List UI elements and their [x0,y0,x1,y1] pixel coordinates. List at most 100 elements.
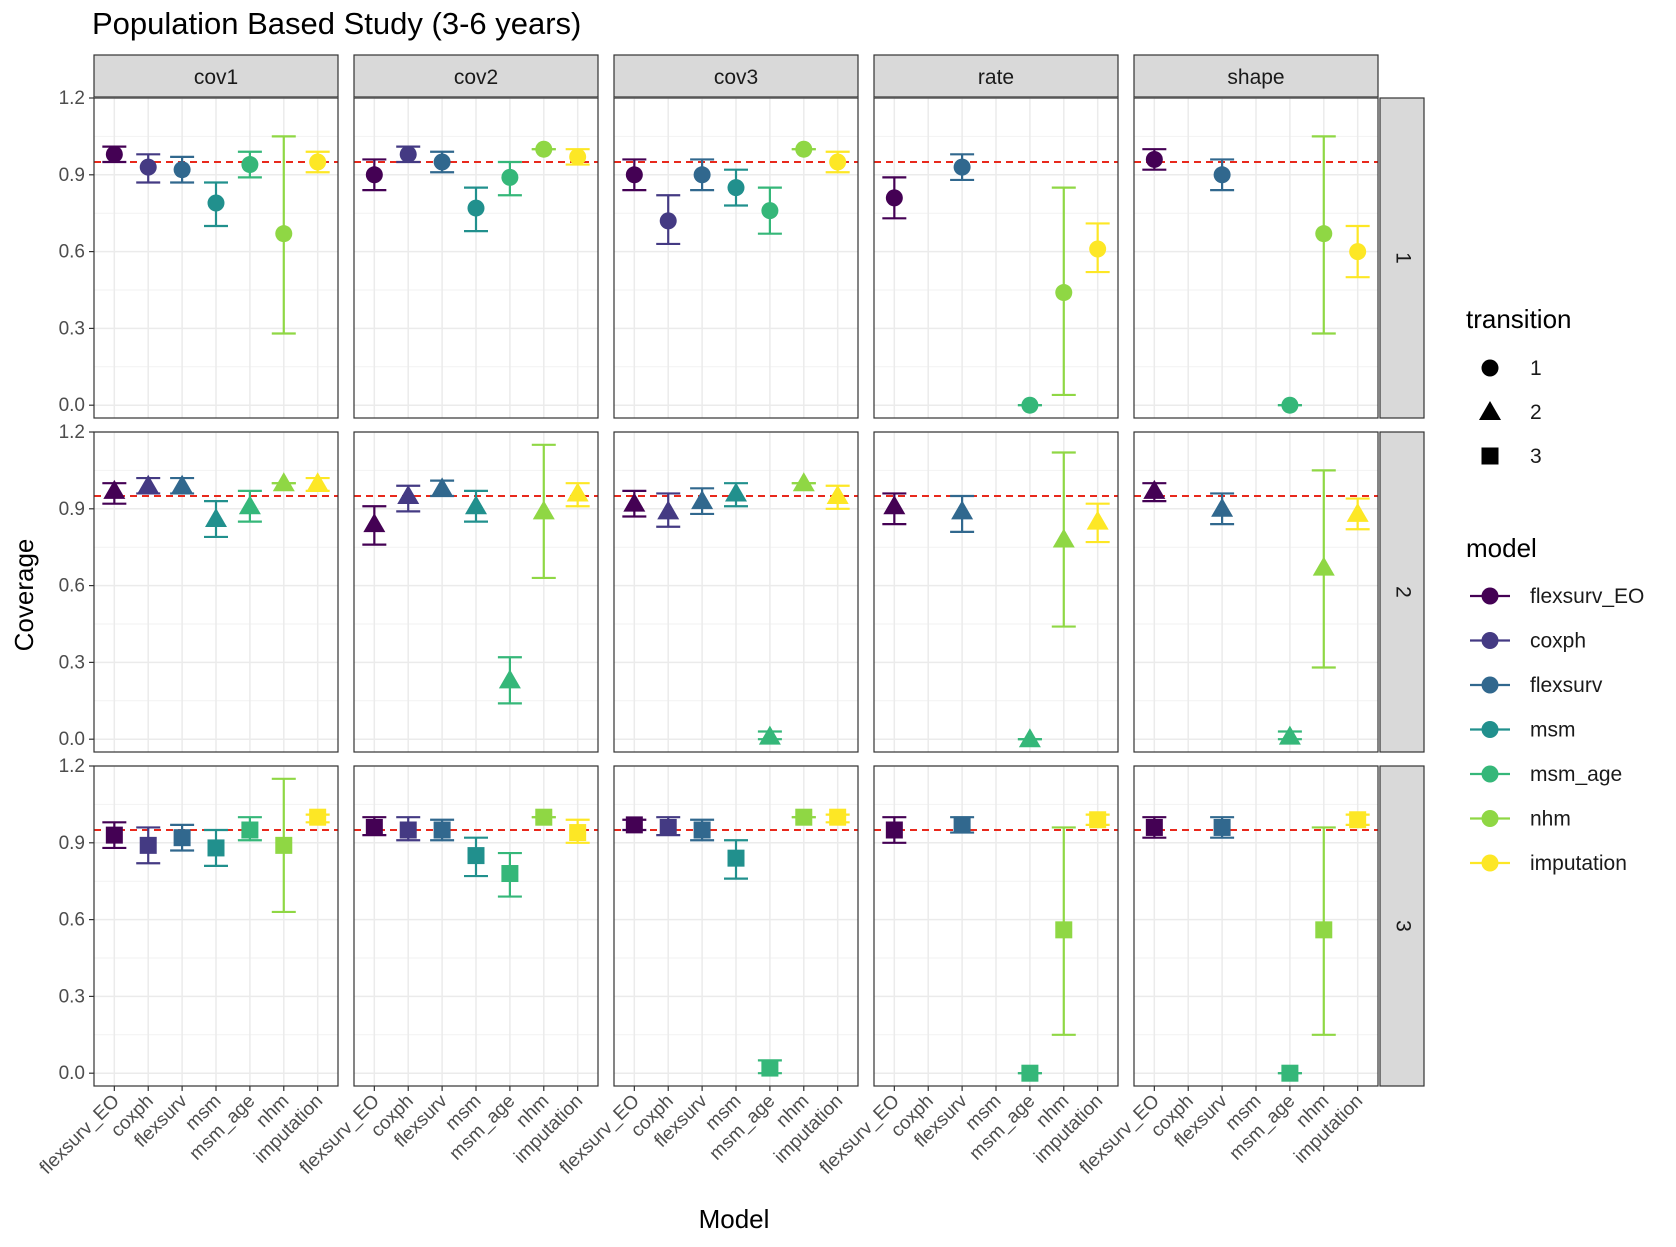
point-marker [1211,497,1234,517]
legend-model-label: msm_age [1530,763,1622,786]
point-marker [207,839,225,857]
point-marker [1278,725,1301,745]
legend-model-marker [1481,854,1499,872]
point-marker [433,821,451,839]
data-point-nhm [1311,826,1336,1036]
data-point-imputation [565,818,590,844]
y-axis-title: Coverage [9,539,39,652]
y-tick-label: 0.6 [59,576,85,597]
data-point-flexsurv [1210,492,1235,526]
panel-frame [93,431,339,753]
data-point-flexsurv_EO [622,816,647,834]
column-strip-label: cov3 [714,66,758,89]
x-axis-title: Model [699,1204,770,1234]
data-point-flexsurv_EO [882,492,907,526]
point-marker [272,472,295,492]
data-point-flexsurv [1210,816,1235,839]
data-point-flexsurv_EO [102,821,127,850]
y-tick-label: 0.0 [59,729,85,750]
panel-cov3-2 [613,431,859,753]
data-point-imputation [565,148,590,166]
data-point-imputation [1085,222,1110,274]
data-point-flexsurv_EO [102,479,127,505]
row-strip-label: 2 [1391,586,1414,598]
series-rate-1 [882,153,1110,414]
data-point-flexsurv [430,150,455,174]
series-cov3-3 [622,808,850,1077]
data-point-flexsurv [430,477,455,498]
legend-model-label: imputation [1530,852,1627,875]
point-marker [691,490,714,510]
legend-transition-title: transition [1466,304,1572,334]
data-point-flexsurv [1210,158,1235,192]
data-point-flexsurv [690,818,715,842]
data-point-flexsurv_EO [1142,816,1167,839]
series-cov3-1 [622,140,850,246]
point-marker [532,500,555,520]
panel-frame [613,97,859,419]
legend-model-label: flexsurv [1530,674,1603,697]
point-marker [1021,1064,1039,1082]
legend-model-label: flexsurv_EO [1530,585,1644,608]
column-strip-label: cov2 [454,66,498,89]
y-tick-label: 0.3 [59,986,85,1007]
panel-frame [1133,431,1379,753]
panels-layer: cov1 cov2 cov3 rate shape1230.00.30.60.91.20… [36,54,1425,1179]
column-strip-cov1: cov1 [93,54,339,98]
data-point-flexsurv [950,153,975,182]
point-marker [829,153,847,171]
column-strip-box [613,54,859,98]
panel-frame [873,431,1119,753]
data-point-msm_age [1017,1064,1042,1082]
point-marker [659,212,677,230]
point-marker [657,500,680,520]
data-point-imputation [305,808,330,826]
data-point-imputation [565,482,590,508]
point-marker [953,158,971,176]
y-tick-label: 1.2 [59,88,85,109]
data-point-msm [204,181,228,228]
data-point-flexsurv [170,474,195,495]
point-marker [241,821,259,839]
legend-model-marker [1481,676,1499,694]
row-strip-2: 2 [1379,431,1425,753]
point-marker [1145,818,1163,836]
column-strip-label: shape [1227,66,1284,89]
point-marker [467,199,485,217]
row-strip-label: 1 [1391,252,1414,264]
data-point-coxph [396,484,421,513]
column-strip-rate: rate [873,54,1119,98]
data-point-msm_age [237,150,262,179]
panel-frame [353,431,599,753]
point-marker [535,140,553,158]
point-marker [758,725,781,745]
row-strip-1: 1 [1379,97,1425,419]
point-marker [885,189,903,207]
y-tick-label: 0.3 [59,652,85,673]
series-cov3-2 [622,472,850,745]
point-marker [1055,921,1073,939]
series-cov1-1 [102,135,330,335]
data-point-msm_age [497,656,522,705]
data-point-msm [464,836,488,878]
y-tick-label: 0.9 [59,165,85,186]
point-marker [139,158,157,176]
point-marker [103,479,126,499]
data-point-flexsurv [690,158,715,192]
panel-cov1-1: 0.0 0.3 0.6 0.9 1.2 [59,88,339,419]
point-marker [275,225,293,243]
data-point-nhm [1051,826,1076,1036]
data-point-msm_age [1277,1064,1302,1082]
point-marker [795,808,813,826]
point-marker [399,821,417,839]
legend-model-label: nhm [1530,808,1571,831]
column-strip-box [93,54,339,98]
data-point-imputation [1085,502,1110,544]
point-marker [173,829,191,847]
data-point-coxph [136,153,161,184]
point-marker [1021,396,1039,414]
panel-cov1-3: 0.00.30.60.91.2flexsurv_EOcoxphflexsurvm… [36,756,339,1179]
data-point-imputation [1345,811,1370,829]
